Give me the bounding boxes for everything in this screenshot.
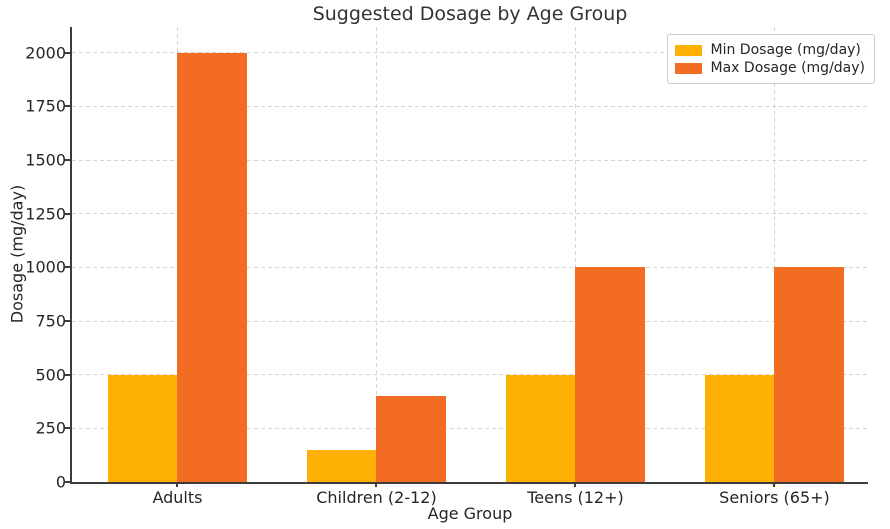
legend-swatch: [674, 62, 702, 74]
gridline-vertical: [574, 27, 576, 482]
bar-min-2: [505, 374, 576, 482]
y-tick-label: 1250: [25, 204, 66, 224]
gridline-horizontal: [72, 427, 868, 429]
legend: Min Dosage (mg/day) Max Dosage (mg/day): [666, 34, 875, 84]
x-axis-tick: [176, 482, 179, 487]
x-tick-label: Teens (12+): [527, 488, 624, 507]
gridline-horizontal: [72, 320, 868, 322]
bar-min-3: [704, 374, 775, 482]
y-tick-label: 2000: [25, 43, 66, 63]
x-axis-tick: [375, 482, 378, 487]
y-axis-tick: [65, 212, 70, 215]
gridline-horizontal: [72, 52, 868, 54]
legend-item: Min Dosage (mg/day): [674, 42, 865, 58]
legend-swatch: [674, 44, 702, 56]
y-axis-tick: [65, 159, 70, 162]
legend-label: Min Dosage (mg/day): [710, 42, 861, 58]
y-tick-label: 0: [55, 472, 66, 492]
legend-item: Max Dosage (mg/day): [674, 60, 865, 76]
bar-max-3: [774, 267, 845, 482]
bar-max-1: [376, 396, 447, 482]
y-tick-label: 1000: [25, 257, 66, 277]
y-axis-label: Dosage (mg/day): [7, 184, 27, 324]
x-tick-label: Children (2-12): [316, 488, 437, 507]
y-tick-label: 1750: [25, 96, 66, 116]
x-tick-label: Seniors (65+): [719, 488, 830, 507]
y-axis-tick: [65, 266, 70, 269]
x-axis-label: Age Group: [427, 504, 513, 523]
x-axis-spine: [70, 482, 868, 484]
legend-label: Max Dosage (mg/day): [710, 60, 865, 76]
gridline-vertical: [773, 27, 775, 482]
y-axis-tick: [65, 320, 70, 323]
y-axis-tick: [65, 427, 70, 430]
x-axis-tick: [574, 482, 577, 487]
bar-max-2: [575, 267, 646, 482]
plot-area: 0 250 500 750 1000 1250 1500 1750 2000 Adults Chil…: [25, 27, 868, 507]
gridline-horizontal: [72, 213, 868, 215]
gridline-horizontal: [72, 266, 868, 268]
y-axis-tick: [65, 481, 70, 483]
gridline-horizontal: [72, 105, 868, 107]
bar-min-1: [306, 449, 377, 482]
chart-title: Suggested Dosage by Age Group: [312, 3, 628, 25]
x-axis-tick: [773, 482, 776, 487]
y-axis-tick: [65, 373, 70, 376]
x-tick-label: Adults: [152, 488, 203, 507]
bar-max-0: [177, 52, 248, 482]
y-axis-spine: [70, 27, 72, 482]
gridline-horizontal: [72, 159, 868, 161]
y-tick-label: 750: [35, 311, 66, 331]
bar-min-0: [107, 374, 178, 482]
y-tick-label: 1500: [25, 150, 66, 170]
y-tick-label: 250: [35, 418, 66, 438]
y-axis-tick: [65, 105, 70, 108]
gridline-horizontal: [72, 374, 868, 376]
gridline-vertical: [375, 27, 377, 482]
y-axis-tick: [65, 51, 70, 54]
y-tick-label: 500: [35, 365, 66, 385]
